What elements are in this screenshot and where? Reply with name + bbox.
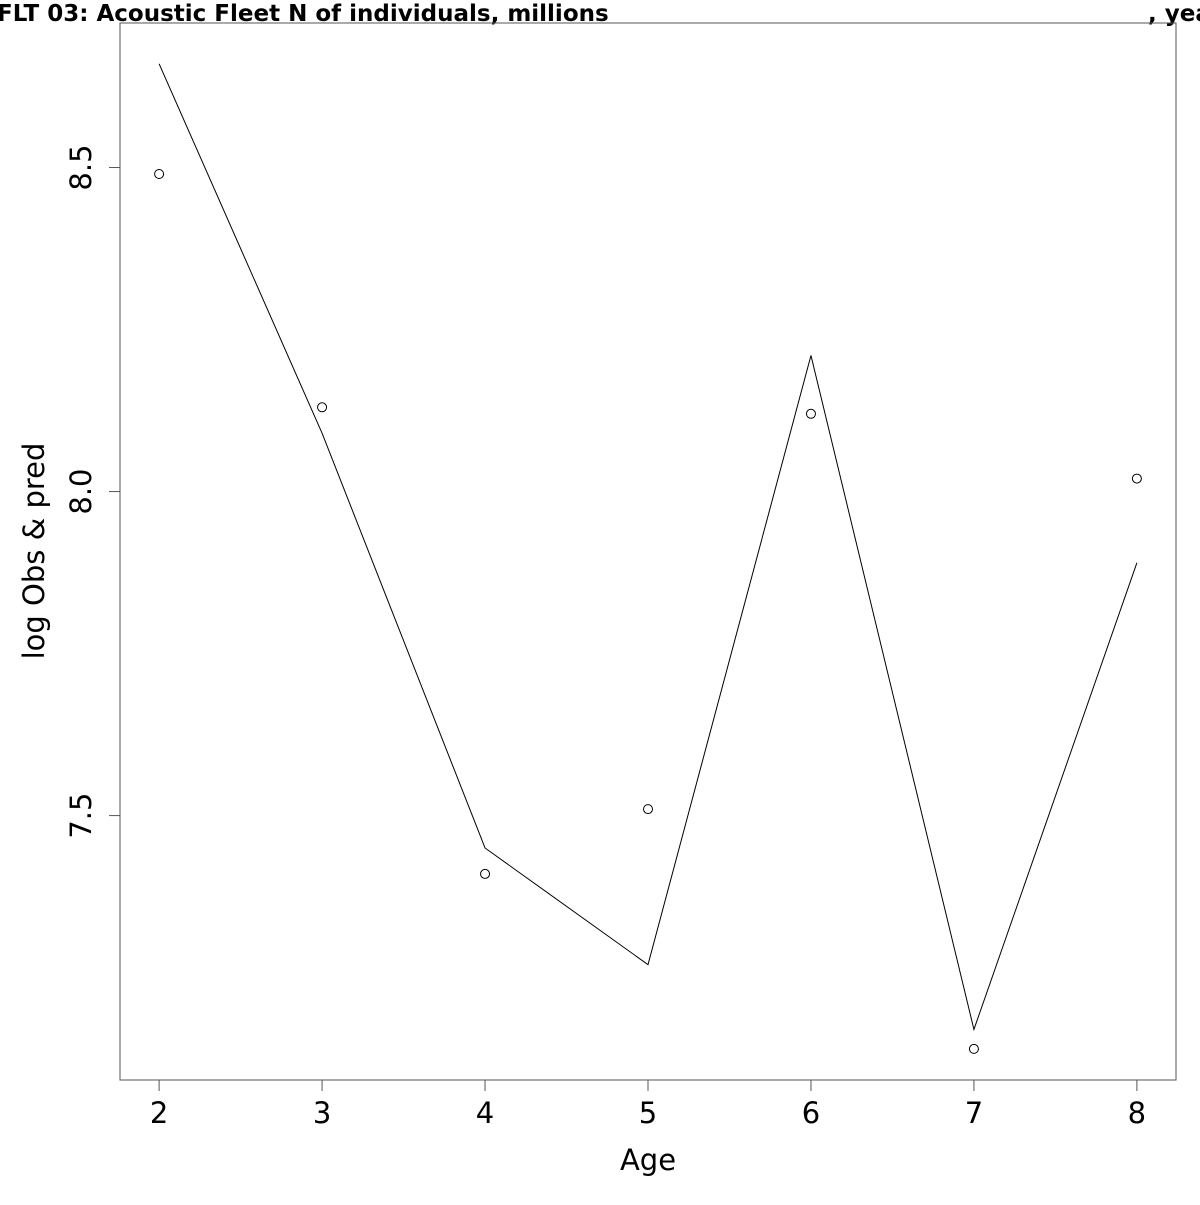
x-tick-label: 7 [965,1096,983,1130]
observed-point [968,1043,979,1054]
plot-frame [119,22,1177,1081]
observed-point [317,402,328,413]
y-axis: 7.5 8.0 8.5 [64,144,121,839]
observed-point [643,804,653,815]
x-tick-label: 5 [639,1096,657,1130]
observed-point [805,408,816,419]
y-tick-label: 8.5 [64,144,98,190]
x-tick-label: 3 [313,1096,331,1130]
observed-point [1131,473,1142,484]
y-tick-label: 7.5 [64,793,98,839]
x-tick-label: 6 [802,1096,820,1130]
y-tick-label: 8.0 [64,468,98,514]
observed-point [480,868,491,879]
y-axis-label: log Obs & pred [17,443,51,660]
x-tick-label: 4 [476,1096,494,1130]
series-layer [154,63,1142,1054]
predicted-line [158,63,1138,1032]
x-axis: 2 3 4 5 6 7 8 [150,1079,1146,1130]
x-tick-label: 2 [150,1096,168,1130]
observed-point [154,169,165,179]
x-tick-label: 8 [1128,1096,1146,1130]
x-axis-label: Age [620,1143,676,1177]
